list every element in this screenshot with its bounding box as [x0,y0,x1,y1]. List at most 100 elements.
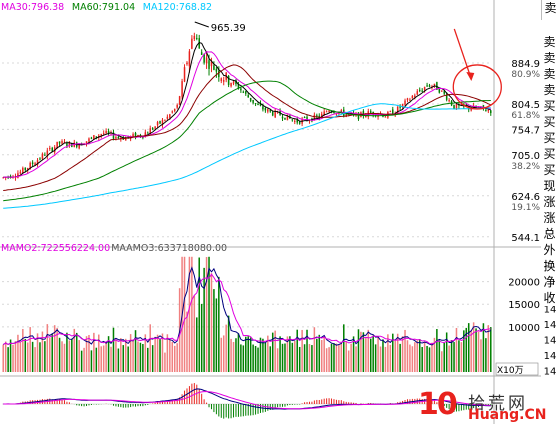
candle-down [242,91,245,93]
volume-bar-up [193,295,196,372]
volume-bar-down [392,333,394,372]
candle-up [41,153,44,160]
candle-up [166,116,169,119]
volume-bar-up [88,334,90,372]
volume-bar-down [240,344,242,372]
volume-bar-down [90,350,93,372]
side-label: 收 [543,291,556,305]
volume-bar-up [294,340,296,372]
volume-bar-down [24,338,27,372]
volume-bar-down [208,256,210,372]
candle-down [269,109,272,112]
volume-bar-up [100,346,102,372]
volume-bar-up [340,342,343,372]
volume-bar-down [203,267,205,372]
candle-up [68,141,71,146]
volume-bar-down [134,330,137,372]
volume-bar-down [245,336,247,372]
candle-up [460,104,463,106]
candle-up [433,83,436,86]
volume-bar-down [247,336,249,372]
volume-bar-up [323,336,325,372]
volume-bar-up [41,331,44,372]
volume-bar-down [426,345,428,372]
candle-up [56,141,58,149]
candle-up [404,100,406,105]
candle-up [93,135,95,140]
candle-up [401,104,404,107]
candle-down [296,119,298,123]
candle-down [369,111,372,113]
peak-price-label: 965.39 [211,23,246,34]
volume-unit-label: X10万 [497,366,524,376]
volume-bar-down [330,343,333,372]
volume-bar-down [9,339,12,372]
volume-bar-up [46,324,49,372]
volume-bar-down [142,344,144,372]
candle-down [39,158,41,160]
volume-bar-down [374,344,377,372]
volume-bar-down [428,347,431,372]
volume-bar-down [159,338,161,372]
side-right-tick: 14 [544,367,557,378]
volume-bar-down [303,344,306,372]
volume-bar-down [362,332,365,372]
candle-down [428,85,431,87]
candle-down [490,110,492,114]
volume-unit-box [495,362,539,376]
volume-bar-down [465,327,468,372]
candle-down [316,115,318,117]
volume-bar-up [176,343,178,372]
candle-up [115,137,117,139]
volume-bar-up [93,332,95,372]
candle-down [247,95,249,98]
volume-bar-up [166,334,169,372]
candle-down [151,128,154,130]
volume-bar-down [269,346,272,372]
volume-bar-up [401,336,404,372]
volume-bar-down [7,347,9,372]
order-book-labels: 卖卖卖卖买买买买买现涨涨总外换净收 [541,34,558,306]
volume-bar-down [318,334,321,372]
volume-bar-up [394,340,396,372]
volume-bar-down [399,343,401,372]
candle-up [313,114,316,121]
volume-bar-up [308,344,311,372]
candle-up [164,120,166,122]
candle-up [178,96,181,105]
volume-bar-up [110,346,112,372]
price-tick-percent: 61.8% [511,111,540,121]
volume-bar-up [222,335,225,372]
candle-up [406,98,409,100]
candle-up [169,114,171,118]
volume-bar-down [271,332,274,372]
candle-up [294,120,296,122]
volume-bar-up [129,334,132,372]
volume-bar-up [345,341,347,372]
watermark: 10 拾荒网 Huang.CN [418,388,558,424]
candle-up [411,95,414,99]
volume-bar-up [487,325,490,372]
volume-bar-up [313,327,316,372]
volume-bar-up [61,341,63,372]
volume-bar-up [230,338,232,372]
volume-bar-up [225,324,227,372]
volume-bar-down [450,340,453,372]
volume-bar-up [232,342,235,372]
volume-ma10-line [2,273,491,346]
volume-legend: MAMO2:722556224.00 MAAMO3:633718080.00 [1,243,227,254]
candle-up [470,108,472,111]
volume-bar-down [490,327,492,372]
price-y-axis: 884.980.9% 804.561.8% 754.7 705.038.2% 624.6… [511,59,540,244]
candle-up [176,105,178,108]
side-label: 换 [543,259,556,273]
volume-bar-up [267,335,269,372]
candle-up [181,81,183,97]
candle-up [46,150,49,157]
macd-dea-line [3,390,491,410]
highlight-arrow [453,28,472,80]
price-tick-percent: 19.1% [511,203,540,213]
volume-bar-up [472,322,475,372]
candle-up [274,110,276,118]
candle-down [58,141,61,144]
